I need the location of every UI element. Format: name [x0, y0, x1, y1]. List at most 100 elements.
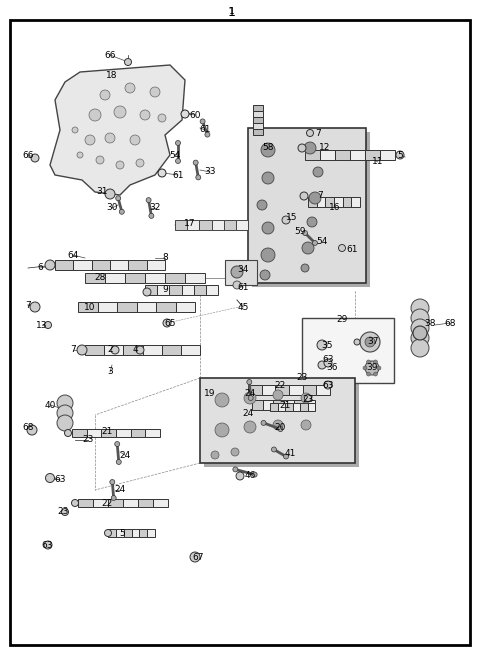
Bar [277, 403, 285, 411]
Circle shape [365, 361, 379, 375]
Circle shape [30, 302, 40, 312]
Bar [157, 285, 169, 295]
Circle shape [27, 425, 37, 435]
Text: 23: 23 [302, 396, 314, 405]
Bar [285, 403, 292, 411]
Circle shape [373, 360, 377, 364]
Text: 61: 61 [172, 170, 184, 179]
Text: 11: 11 [372, 157, 384, 166]
Circle shape [262, 222, 274, 234]
Text: 58: 58 [262, 143, 274, 153]
Circle shape [231, 448, 239, 456]
Bar [145, 273, 165, 283]
Text: 1: 1 [229, 7, 235, 16]
Text: 63: 63 [41, 540, 53, 550]
Bar [156, 302, 176, 312]
Bar [123, 345, 143, 355]
Circle shape [411, 329, 429, 347]
Bar [85, 345, 104, 355]
Bar [380, 150, 395, 160]
Text: 63: 63 [54, 476, 66, 485]
Circle shape [105, 189, 115, 199]
Text: 22: 22 [101, 498, 113, 508]
Text: 7: 7 [70, 345, 76, 354]
Bar [316, 385, 330, 395]
Bar [305, 150, 320, 160]
Bar [97, 302, 117, 312]
Bar [116, 529, 124, 537]
Circle shape [193, 160, 198, 165]
Text: 36: 36 [326, 364, 338, 373]
Circle shape [77, 152, 83, 158]
Bar [224, 220, 236, 230]
Circle shape [396, 151, 404, 159]
Bar [304, 400, 315, 410]
Bar [212, 220, 224, 230]
Text: 33: 33 [204, 168, 216, 176]
Bar [176, 302, 195, 312]
Circle shape [317, 340, 327, 350]
Circle shape [181, 110, 189, 118]
Circle shape [136, 159, 144, 167]
Circle shape [136, 346, 144, 354]
Bar [72, 429, 87, 437]
Circle shape [215, 393, 229, 407]
Circle shape [125, 83, 135, 93]
Circle shape [301, 393, 311, 403]
Circle shape [302, 242, 314, 254]
Circle shape [57, 395, 73, 411]
Bar [108, 529, 116, 537]
Circle shape [72, 500, 79, 506]
Circle shape [298, 144, 306, 152]
Bar [302, 318, 394, 383]
Circle shape [373, 372, 377, 376]
Text: 68: 68 [444, 318, 456, 328]
Circle shape [77, 345, 87, 355]
Bar [104, 345, 123, 355]
Circle shape [100, 90, 110, 100]
Text: 4: 4 [132, 345, 138, 354]
Text: 12: 12 [319, 143, 331, 153]
Text: 22: 22 [275, 381, 286, 390]
Text: 63: 63 [322, 356, 334, 364]
Text: 60: 60 [189, 111, 201, 119]
Bar [335, 150, 350, 160]
Circle shape [278, 426, 283, 432]
Circle shape [233, 281, 241, 289]
Circle shape [158, 169, 166, 177]
Circle shape [57, 415, 73, 431]
Circle shape [262, 172, 274, 184]
Text: 16: 16 [329, 204, 341, 212]
Text: 13: 13 [36, 320, 48, 329]
Circle shape [324, 359, 332, 367]
Bar [273, 400, 284, 410]
Bar [101, 429, 116, 437]
Circle shape [324, 381, 332, 389]
Circle shape [200, 119, 205, 124]
Text: 40: 40 [44, 400, 56, 409]
Bar [350, 150, 365, 160]
Circle shape [236, 472, 244, 480]
Text: 21: 21 [279, 400, 291, 409]
Bar [175, 220, 187, 230]
Circle shape [61, 508, 69, 515]
Text: 54: 54 [169, 151, 180, 160]
Text: 66: 66 [104, 50, 116, 60]
Text: 30: 30 [106, 204, 118, 212]
Circle shape [150, 87, 160, 97]
Text: 63: 63 [322, 381, 334, 390]
Text: 17: 17 [184, 219, 196, 227]
Text: 67: 67 [192, 553, 204, 563]
Circle shape [205, 132, 210, 137]
Bar [289, 385, 303, 395]
Circle shape [115, 441, 120, 447]
Bar [270, 403, 277, 411]
Circle shape [411, 299, 429, 317]
Circle shape [273, 420, 283, 430]
Circle shape [140, 110, 150, 120]
Bar [110, 260, 128, 270]
Bar [276, 385, 289, 395]
Bar [253, 111, 263, 117]
Bar [128, 260, 147, 270]
Bar [204, 382, 359, 467]
